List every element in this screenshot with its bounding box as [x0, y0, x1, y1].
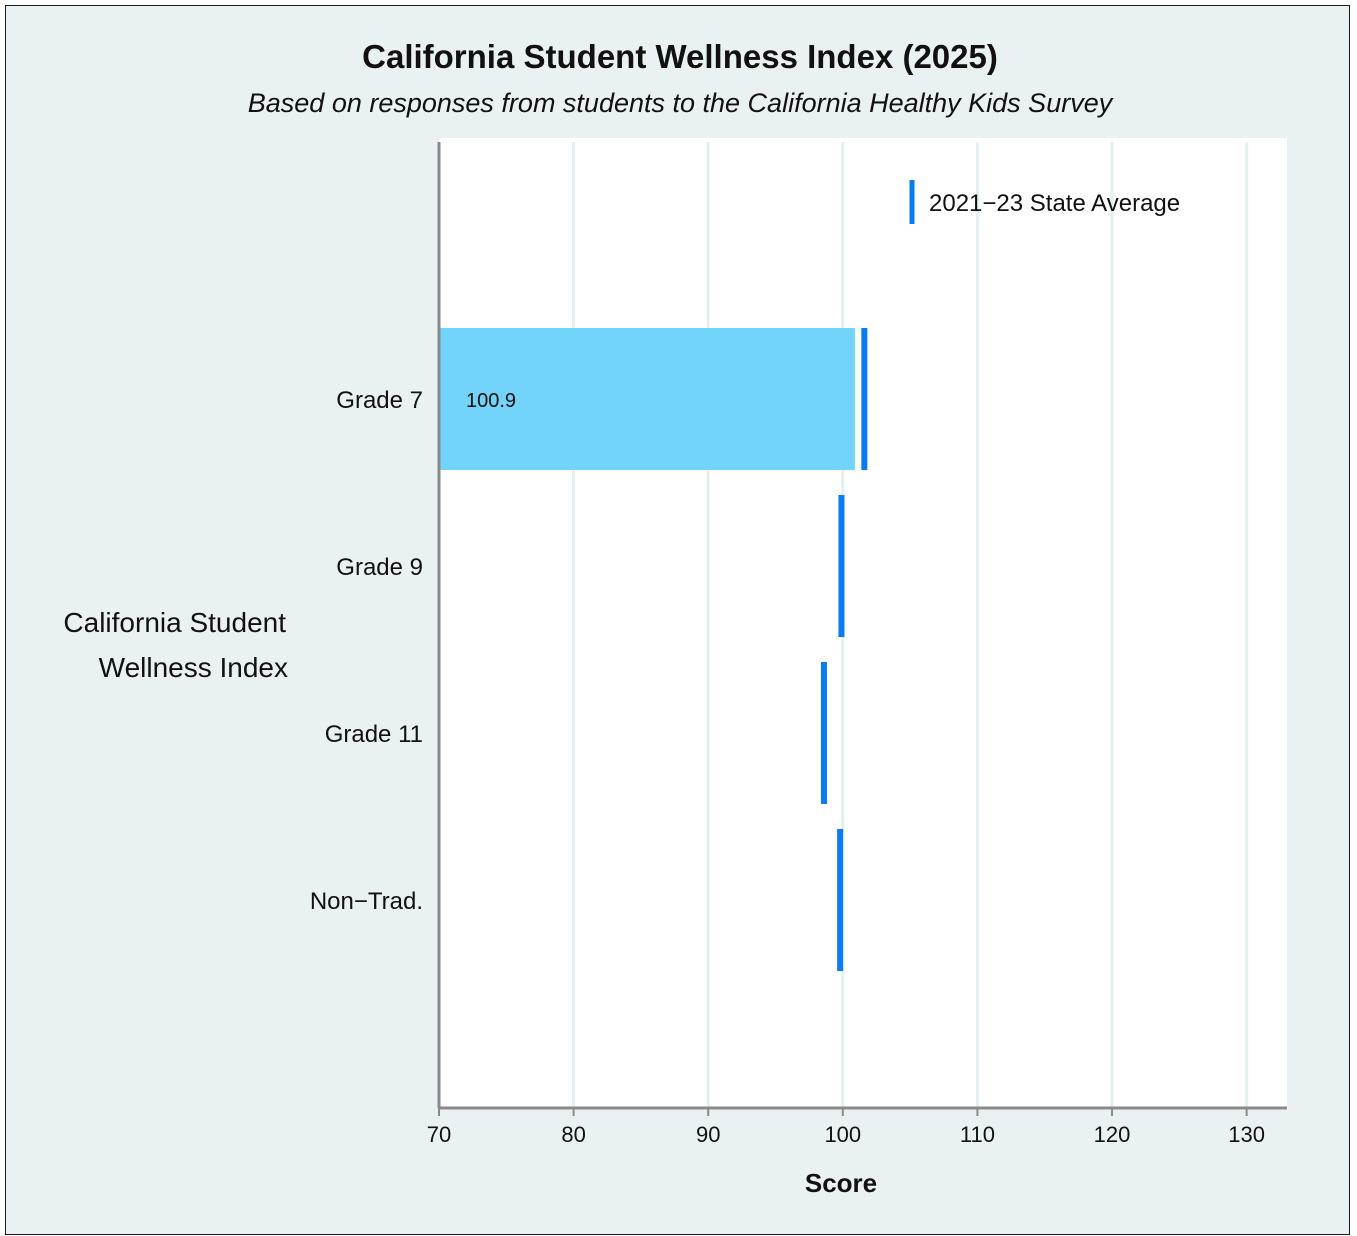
x-tick-label-100: 100 — [824, 1122, 861, 1147]
category-label-grade-9: Grade 9 — [336, 554, 423, 581]
x-tick-label-70: 70 — [427, 1122, 451, 1147]
chart-frame: 70 80 90 100 110 120 130 Grade 7 Grade 9 Grade 1… — [5, 5, 1350, 1235]
x-axis-label: Score — [805, 1168, 877, 1198]
chart-subtitle: Based on responses from students to the … — [248, 88, 1114, 118]
category-label-grade-11: Grade 11 — [325, 721, 423, 748]
data-label-grade-7: 100.9 — [466, 390, 516, 412]
bars — [439, 328, 855, 470]
y-axis-categories: Grade 7 Grade 9 Grade 11 Non−Trad. — [310, 387, 423, 915]
legend-label-state-average: 2021−23 State Average — [929, 190, 1180, 217]
x-tick-label-130: 130 — [1228, 1122, 1265, 1147]
x-tick-label-120: 120 — [1094, 1122, 1131, 1147]
x-tick-label-90: 90 — [696, 1122, 720, 1147]
legend: 2021−23 State Average — [909, 180, 1180, 224]
y-axis-label-line-1: California Student — [63, 607, 286, 638]
x-tick-label-80: 80 — [561, 1122, 585, 1147]
category-label-non-trad: Non−Trad. — [310, 888, 423, 915]
average-markers — [820, 328, 868, 971]
data-labels: 100.9 — [466, 390, 516, 412]
y-axis-label-line-2: Wellness Index — [99, 652, 288, 683]
x-tick-label-110: 110 — [960, 1122, 995, 1147]
category-label-grade-7: Grade 7 — [336, 387, 423, 414]
plot-area — [439, 138, 1287, 1108]
chart: 70 80 90 100 110 120 130 Grade 7 Grade 9 Grade 1… — [63, 38, 1287, 1198]
bar-grade-7 — [439, 328, 855, 470]
chart-title: California Student Wellness Index (2025) — [362, 38, 998, 75]
x-axis-ticks: 70 80 90 100 110 120 130 — [427, 1108, 1265, 1147]
